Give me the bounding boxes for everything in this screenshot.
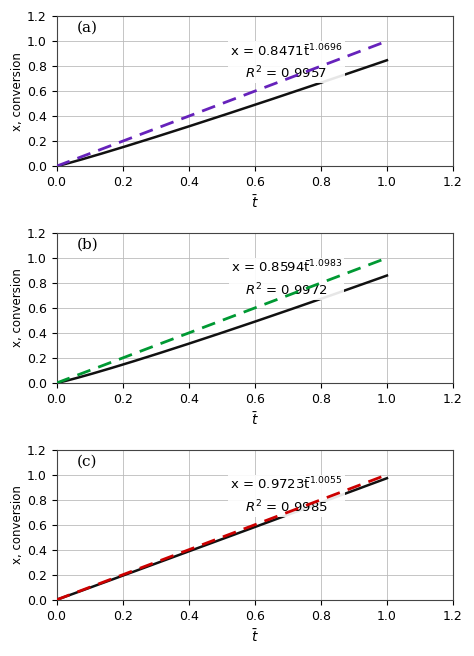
- Y-axis label: x, conversion: x, conversion: [11, 268, 24, 348]
- Text: (b): (b): [76, 237, 98, 251]
- X-axis label: $\bar{t}$: $\bar{t}$: [251, 628, 259, 645]
- Y-axis label: x, conversion: x, conversion: [11, 485, 24, 564]
- Text: (c): (c): [76, 454, 97, 468]
- Text: (a): (a): [76, 20, 98, 35]
- Text: x = 0.8594$\bar{\rm t}^{1.0983}$
$R^2$ = 0.9972: x = 0.8594$\bar{\rm t}^{1.0983}$ $R^2$ =…: [231, 260, 342, 298]
- X-axis label: $\bar{t}$: $\bar{t}$: [251, 411, 259, 428]
- Text: x = 0.9723$\bar{\rm t}^{1.0055}$
$R^2$ = 0.9985: x = 0.9723$\bar{\rm t}^{1.0055}$ $R^2$ =…: [230, 477, 343, 515]
- Text: x = 0.8471$\bar{\rm t}^{1.0696}$
$R^2$ = 0.9957: x = 0.8471$\bar{\rm t}^{1.0696}$ $R^2$ =…: [230, 43, 343, 81]
- X-axis label: $\bar{t}$: $\bar{t}$: [251, 194, 259, 211]
- Y-axis label: x, conversion: x, conversion: [11, 52, 24, 131]
